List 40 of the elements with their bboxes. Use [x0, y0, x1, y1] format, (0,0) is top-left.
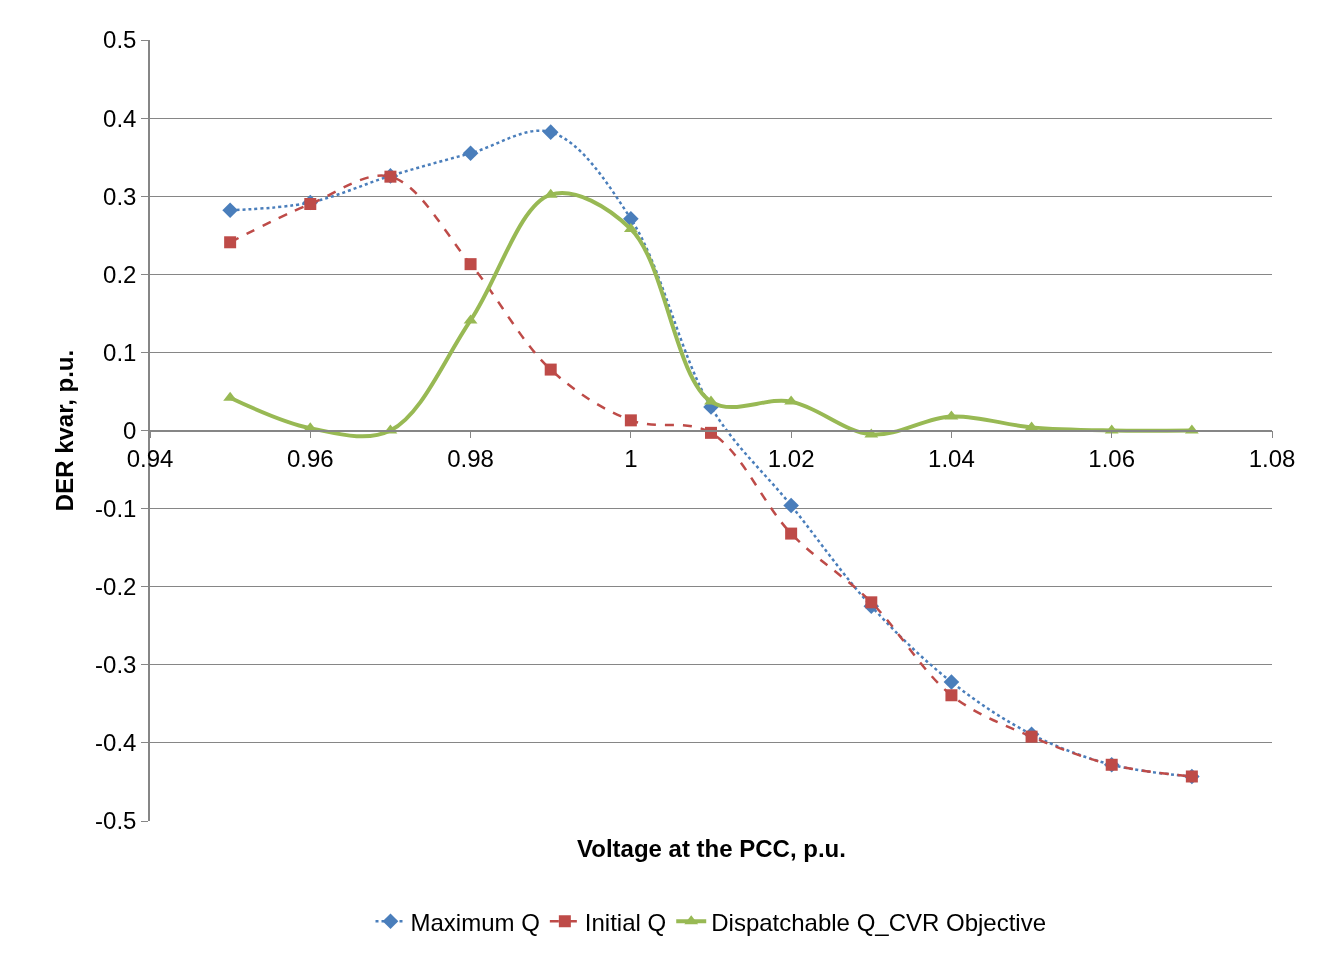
y-tick-label: 0.5: [103, 26, 137, 54]
legend-label: Dispatchable Q_CVR Objective: [711, 908, 1047, 936]
point: [544, 363, 557, 376]
point: [224, 236, 237, 249]
x-tick-label: 1: [624, 445, 638, 473]
y-tick-label: 0.1: [103, 338, 137, 366]
legend-label: Initial Q: [584, 908, 667, 936]
point: [865, 596, 878, 609]
point: [783, 497, 799, 514]
point: [1025, 730, 1038, 743]
x-axis-title: Voltage at the PCC, p.u.: [577, 835, 846, 862]
legend-label: Maximum Q: [410, 908, 540, 936]
y-tick-label: 0.2: [103, 260, 137, 288]
x-tick-label: 0.98: [447, 445, 494, 473]
point: [623, 211, 639, 227]
y-tick-label: 0.3: [103, 182, 137, 210]
point: [785, 527, 798, 540]
point: [464, 258, 477, 271]
x-tick-label: 1.02: [767, 445, 815, 473]
y-tick-label: -0.3: [95, 651, 137, 679]
x-tick-label: 0.94: [126, 445, 174, 473]
y-axis-title: DER kvar, p.u.: [50, 349, 78, 512]
point: [304, 198, 317, 211]
x-tick-label: 0.96: [286, 445, 334, 473]
x-tick-label: 1.04: [928, 445, 975, 473]
point: [624, 414, 637, 427]
y-tick-label: -0.2: [95, 573, 137, 601]
y-tick-label: -0.5: [95, 807, 137, 835]
point: [222, 202, 238, 219]
y-tick-label: -0.4: [95, 729, 137, 757]
x-tick-label: 1.08: [1248, 445, 1296, 473]
point: [943, 674, 960, 690]
y-tick-label: 0: [123, 416, 137, 444]
point: [462, 145, 479, 162]
point: [542, 124, 559, 140]
point: [945, 689, 958, 702]
y-tick-label: -0.1: [95, 495, 137, 522]
x-tick-label: 1.06: [1088, 445, 1136, 473]
point: [704, 395, 718, 405]
y-tick-label: 0.4: [103, 104, 137, 132]
